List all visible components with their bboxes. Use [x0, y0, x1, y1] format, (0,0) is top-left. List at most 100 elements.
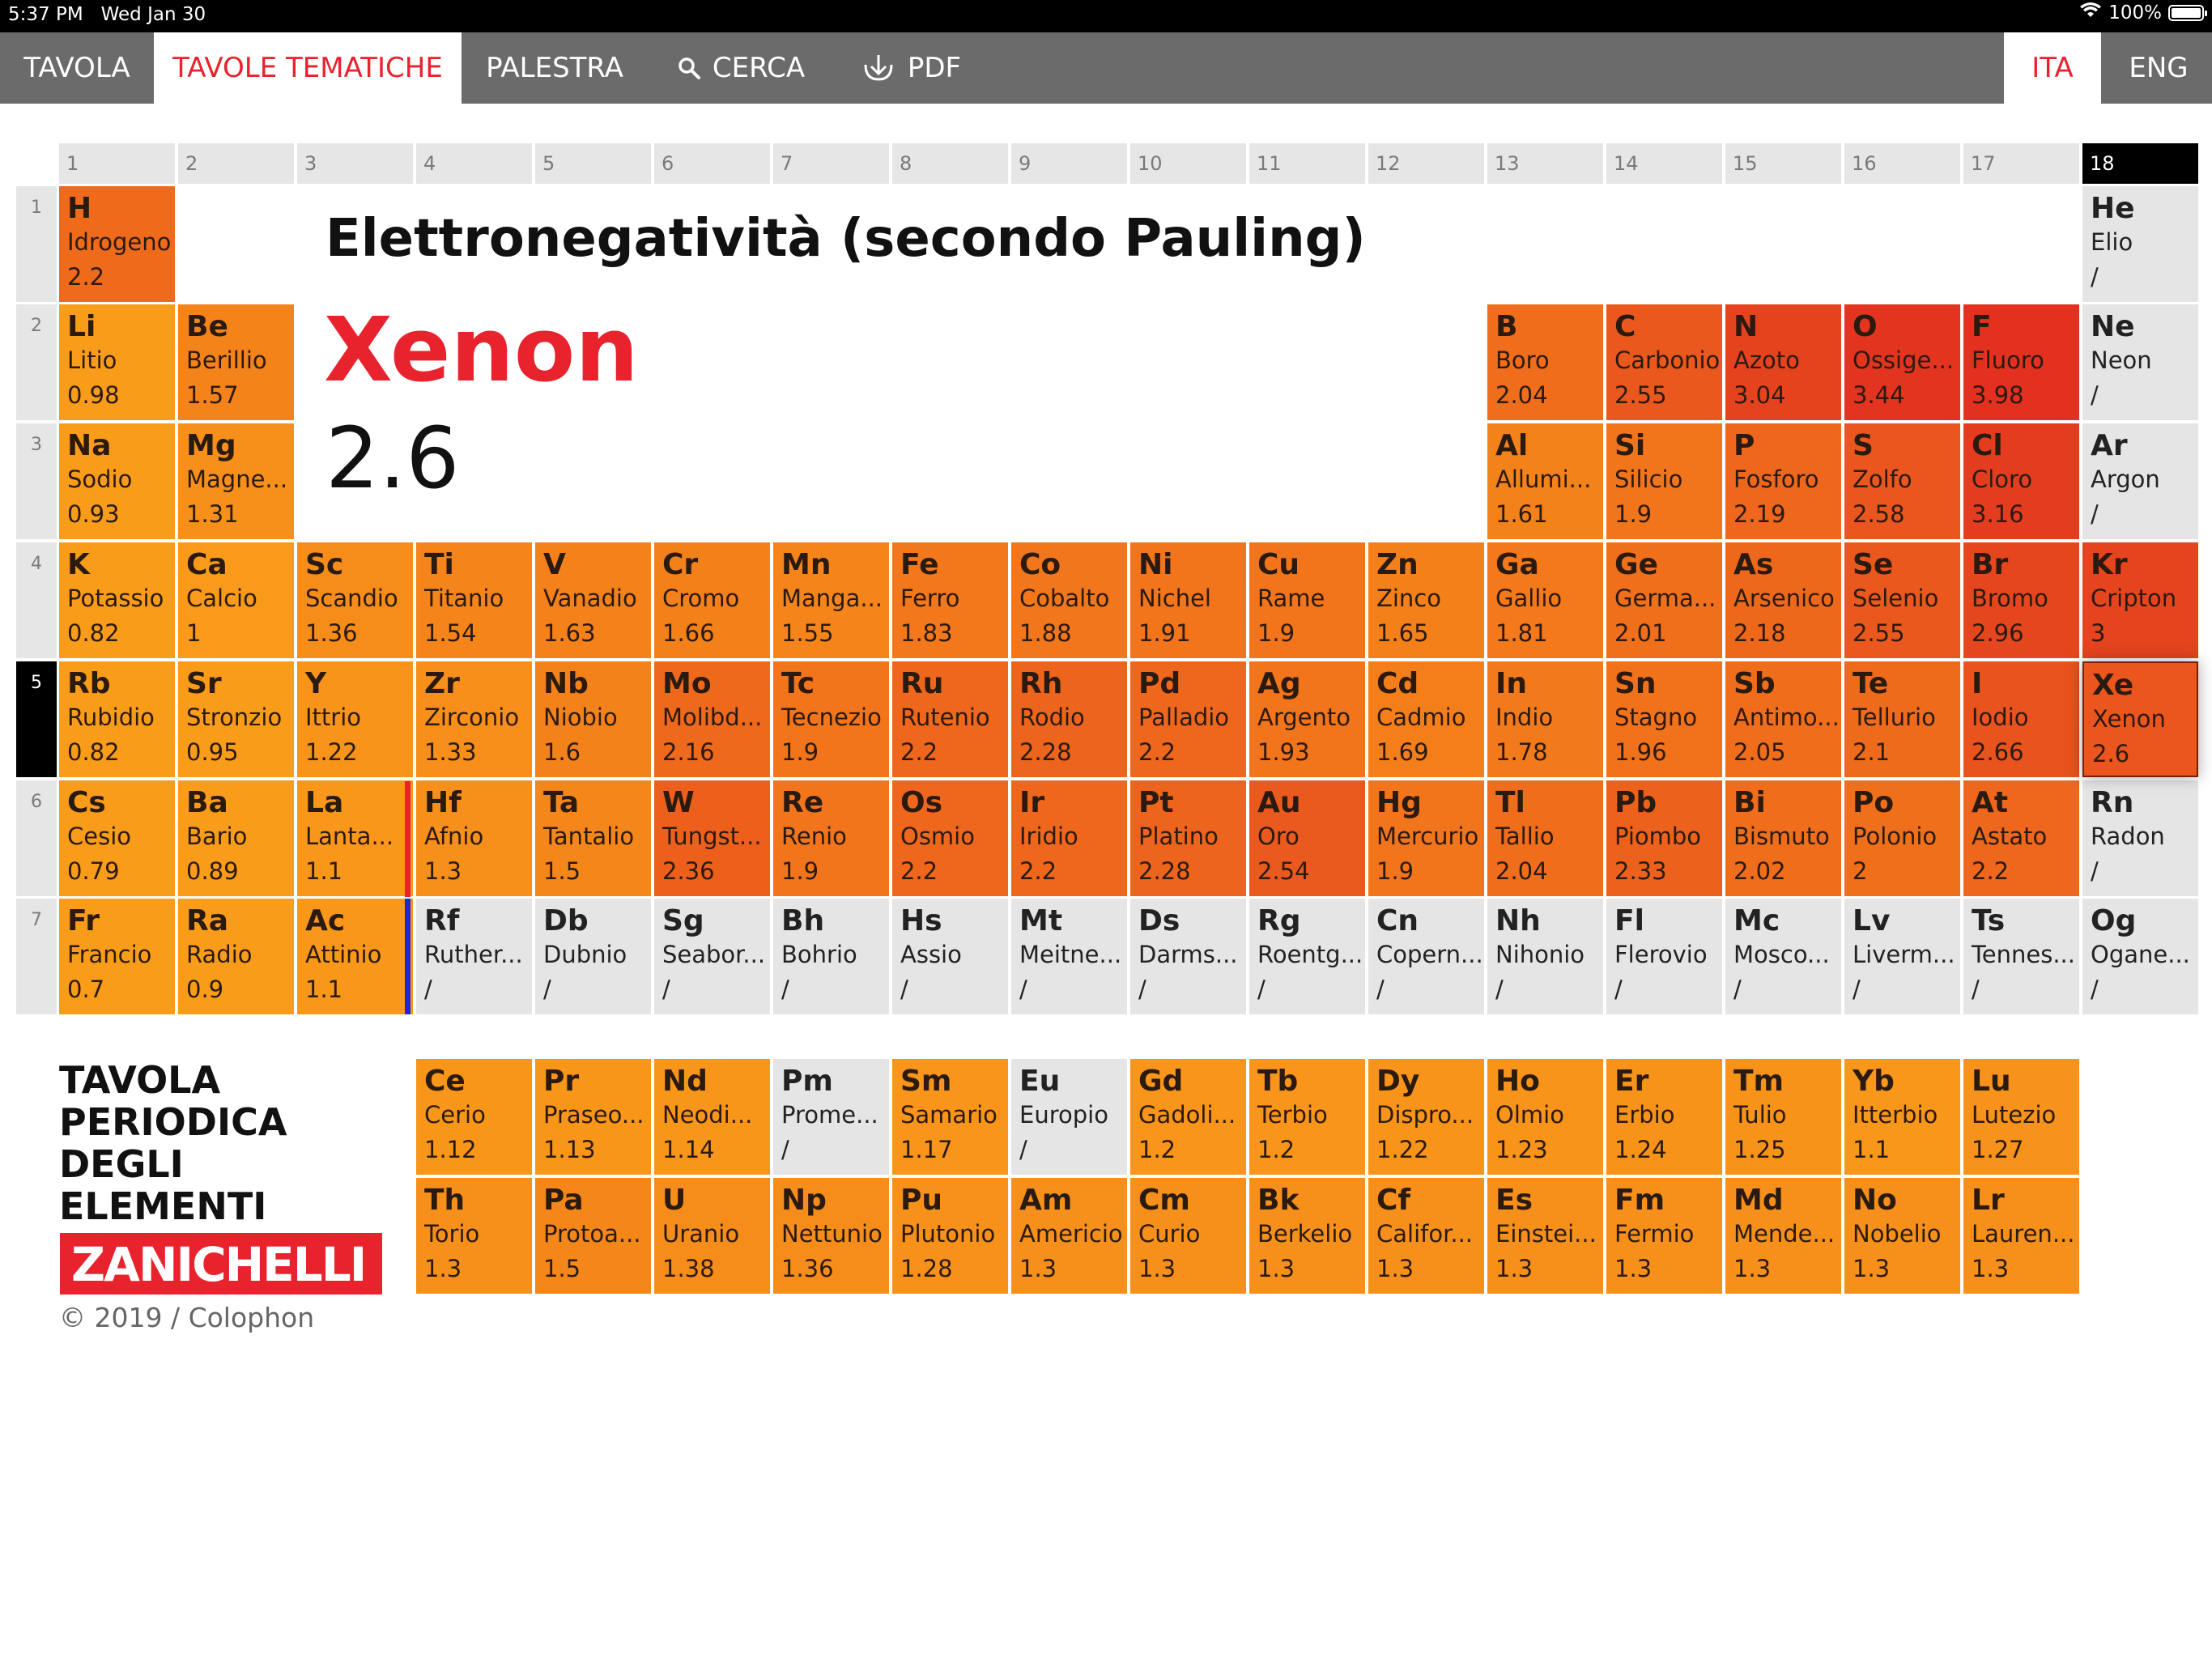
period-header-1[interactable]: 1 — [16, 186, 57, 302]
element-cell-pd[interactable]: Pd Palladio 2.2 — [1130, 661, 1246, 777]
period-header-6[interactable]: 6 — [16, 780, 57, 896]
element-cell-i[interactable]: I Iodio 2.66 — [1963, 661, 2079, 777]
element-cell-ds[interactable]: Ds Darms... / — [1130, 899, 1246, 1014]
element-cell-at[interactable]: At Astato 2.2 — [1963, 780, 2079, 896]
period-header-7[interactable]: 7 — [16, 899, 57, 1014]
element-cell-rh[interactable]: Rh Rodio 2.28 — [1011, 661, 1127, 777]
element-cell-ti[interactable]: Ti Titanio 1.54 — [416, 542, 532, 658]
element-cell-rn[interactable]: Rn Radon / — [2082, 780, 2198, 896]
element-cell-ho[interactable]: Ho Olmio 1.23 — [1487, 1059, 1603, 1175]
element-cell-c[interactable]: C Carbonio 2.55 — [1606, 304, 1722, 420]
element-cell-no[interactable]: No Nobelio 1.3 — [1844, 1178, 1960, 1294]
element-cell-tb[interactable]: Tb Terbio 1.2 — [1249, 1059, 1365, 1175]
copyright-colophon-link[interactable]: © 2019 / Colophon — [59, 1302, 315, 1333]
element-cell-ag[interactable]: Ag Argento 1.93 — [1249, 661, 1365, 777]
element-cell-db[interactable]: Db Dubnio / — [535, 899, 651, 1014]
tab-pdf[interactable]: PDF — [850, 32, 972, 104]
element-cell-sb[interactable]: Sb Antimo... 2.05 — [1725, 661, 1841, 777]
element-cell-nb[interactable]: Nb Niobio 1.6 — [535, 661, 651, 777]
element-cell-ir[interactable]: Ir Iridio 2.2 — [1011, 780, 1127, 896]
element-cell-bk[interactable]: Bk Berkelio 1.3 — [1249, 1178, 1365, 1294]
element-cell-s[interactable]: S Zolfo 2.58 — [1844, 423, 1960, 539]
element-cell-fr[interactable]: Fr Francio 0.7 — [59, 899, 175, 1014]
element-cell-hg[interactable]: Hg Mercurio 1.9 — [1368, 780, 1484, 896]
element-cell-mt[interactable]: Mt Meitne... / — [1011, 899, 1127, 1014]
element-cell-zn[interactable]: Zn Zinco 1.65 — [1368, 542, 1484, 658]
group-header-15[interactable]: 15 — [1725, 143, 1841, 184]
element-cell-eu[interactable]: Eu Europio / — [1011, 1059, 1127, 1175]
element-cell-co[interactable]: Co Cobalto 1.88 — [1011, 542, 1127, 658]
element-cell-pr[interactable]: Pr Praseo... 1.13 — [535, 1059, 651, 1175]
element-cell-sr[interactable]: Sr Stronzio 0.95 — [178, 661, 294, 777]
group-header-18[interactable]: 18 — [2082, 143, 2198, 184]
group-header-3[interactable]: 3 — [297, 143, 413, 184]
element-cell-es[interactable]: Es Einstei... 1.3 — [1487, 1178, 1603, 1294]
element-cell-br[interactable]: Br Bromo 2.96 — [1963, 542, 2079, 658]
element-cell-tl[interactable]: Tl Tallio 2.04 — [1487, 780, 1603, 896]
element-cell-si[interactable]: Si Silicio 1.9 — [1606, 423, 1722, 539]
element-cell-as[interactable]: As Arsenico 2.18 — [1725, 542, 1841, 658]
element-cell-ru[interactable]: Ru Rutenio 2.2 — [892, 661, 1008, 777]
element-cell-cf[interactable]: Cf Califor... 1.3 — [1368, 1178, 1484, 1294]
element-cell-th[interactable]: Th Torio 1.3 — [416, 1178, 532, 1294]
element-cell-np[interactable]: Np Nettunio 1.36 — [773, 1178, 889, 1294]
element-cell-rg[interactable]: Rg Roentg... / — [1249, 899, 1365, 1014]
tab-cerca[interactable]: CERCA — [664, 32, 818, 104]
element-cell-os[interactable]: Os Osmio 2.2 — [892, 780, 1008, 896]
element-cell-xe[interactable]: Xe Xenon 2.6 — [2082, 661, 2198, 777]
element-cell-fl[interactable]: Fl Flerovio / — [1606, 899, 1722, 1014]
element-cell-mc[interactable]: Mc Mosco... / — [1725, 899, 1841, 1014]
group-header-2[interactable]: 2 — [178, 143, 294, 184]
element-cell-po[interactable]: Po Polonio 2 — [1844, 780, 1960, 896]
element-cell-v[interactable]: V Vanadio 1.63 — [535, 542, 651, 658]
element-cell-cn[interactable]: Cn Copern... / — [1368, 899, 1484, 1014]
element-cell-yb[interactable]: Yb Itterbio 1.1 — [1844, 1059, 1960, 1175]
element-cell-pb[interactable]: Pb Piombo 2.33 — [1606, 780, 1722, 896]
group-header-6[interactable]: 6 — [654, 143, 770, 184]
element-cell-er[interactable]: Er Erbio 1.24 — [1606, 1059, 1722, 1175]
element-cell-dy[interactable]: Dy Dispro... 1.22 — [1368, 1059, 1484, 1175]
element-cell-ar[interactable]: Ar Argon / — [2082, 423, 2198, 539]
element-cell-be[interactable]: Be Berillio 1.57 — [178, 304, 294, 420]
period-header-3[interactable]: 3 — [16, 423, 57, 539]
element-cell-fe[interactable]: Fe Ferro 1.83 — [892, 542, 1008, 658]
element-cell-cu[interactable]: Cu Rame 1.9 — [1249, 542, 1365, 658]
element-cell-ba[interactable]: Ba Bario 0.89 — [178, 780, 294, 896]
element-cell-b[interactable]: B Boro 2.04 — [1487, 304, 1603, 420]
element-cell-pa[interactable]: Pa Protoa... 1.5 — [535, 1178, 651, 1294]
group-header-10[interactable]: 10 — [1130, 143, 1246, 184]
element-cell-al[interactable]: Al Allumi... 1.61 — [1487, 423, 1603, 539]
element-cell-cd[interactable]: Cd Cadmio 1.69 — [1368, 661, 1484, 777]
element-cell-he[interactable]: He Elio / — [2082, 186, 2198, 302]
element-cell-tc[interactable]: Tc Tecnezio 1.9 — [773, 661, 889, 777]
element-cell-ca[interactable]: Ca Calcio 1 — [178, 542, 294, 658]
element-cell-ni[interactable]: Ni Nichel 1.91 — [1130, 542, 1246, 658]
element-cell-hf[interactable]: Hf Afnio 1.3 — [416, 780, 532, 896]
group-header-17[interactable]: 17 — [1963, 143, 2079, 184]
element-cell-rf[interactable]: Rf Ruther... / — [416, 899, 532, 1014]
element-cell-sm[interactable]: Sm Samario 1.17 — [892, 1059, 1008, 1175]
group-header-13[interactable]: 13 — [1487, 143, 1603, 184]
tab-tavole-tematiche[interactable]: TAVOLE TEMATICHE — [154, 32, 462, 104]
element-cell-sn[interactable]: Sn Stagno 1.96 — [1606, 661, 1722, 777]
element-cell-fm[interactable]: Fm Fermio 1.3 — [1606, 1178, 1722, 1294]
group-header-14[interactable]: 14 — [1606, 143, 1722, 184]
element-cell-ge[interactable]: Ge Germa... 2.01 — [1606, 542, 1722, 658]
element-cell-te[interactable]: Te Tellurio 2.1 — [1844, 661, 1960, 777]
period-header-2[interactable]: 2 — [16, 304, 57, 420]
element-cell-mn[interactable]: Mn Manga... 1.55 — [773, 542, 889, 658]
element-cell-kr[interactable]: Kr Cripton 3 — [2082, 542, 2198, 658]
element-cell-og[interactable]: Og Ogane... / — [2082, 899, 2198, 1014]
element-cell-sc[interactable]: Sc Scandio 1.36 — [297, 542, 413, 658]
element-cell-sg[interactable]: Sg Seabor... / — [654, 899, 770, 1014]
group-header-8[interactable]: 8 — [892, 143, 1008, 184]
element-cell-re[interactable]: Re Renio 1.9 — [773, 780, 889, 896]
element-cell-lv[interactable]: Lv Liverm... / — [1844, 899, 1960, 1014]
group-header-1[interactable]: 1 — [59, 143, 175, 184]
element-cell-lr[interactable]: Lr Lauren... 1.3 — [1963, 1178, 2079, 1294]
element-cell-bi[interactable]: Bi Bismuto 2.02 — [1725, 780, 1841, 896]
element-cell-mo[interactable]: Mo Molibd... 2.16 — [654, 661, 770, 777]
element-cell-nh[interactable]: Nh Nihonio / — [1487, 899, 1603, 1014]
element-cell-md[interactable]: Md Mende... 1.3 — [1725, 1178, 1841, 1294]
group-header-11[interactable]: 11 — [1249, 143, 1365, 184]
